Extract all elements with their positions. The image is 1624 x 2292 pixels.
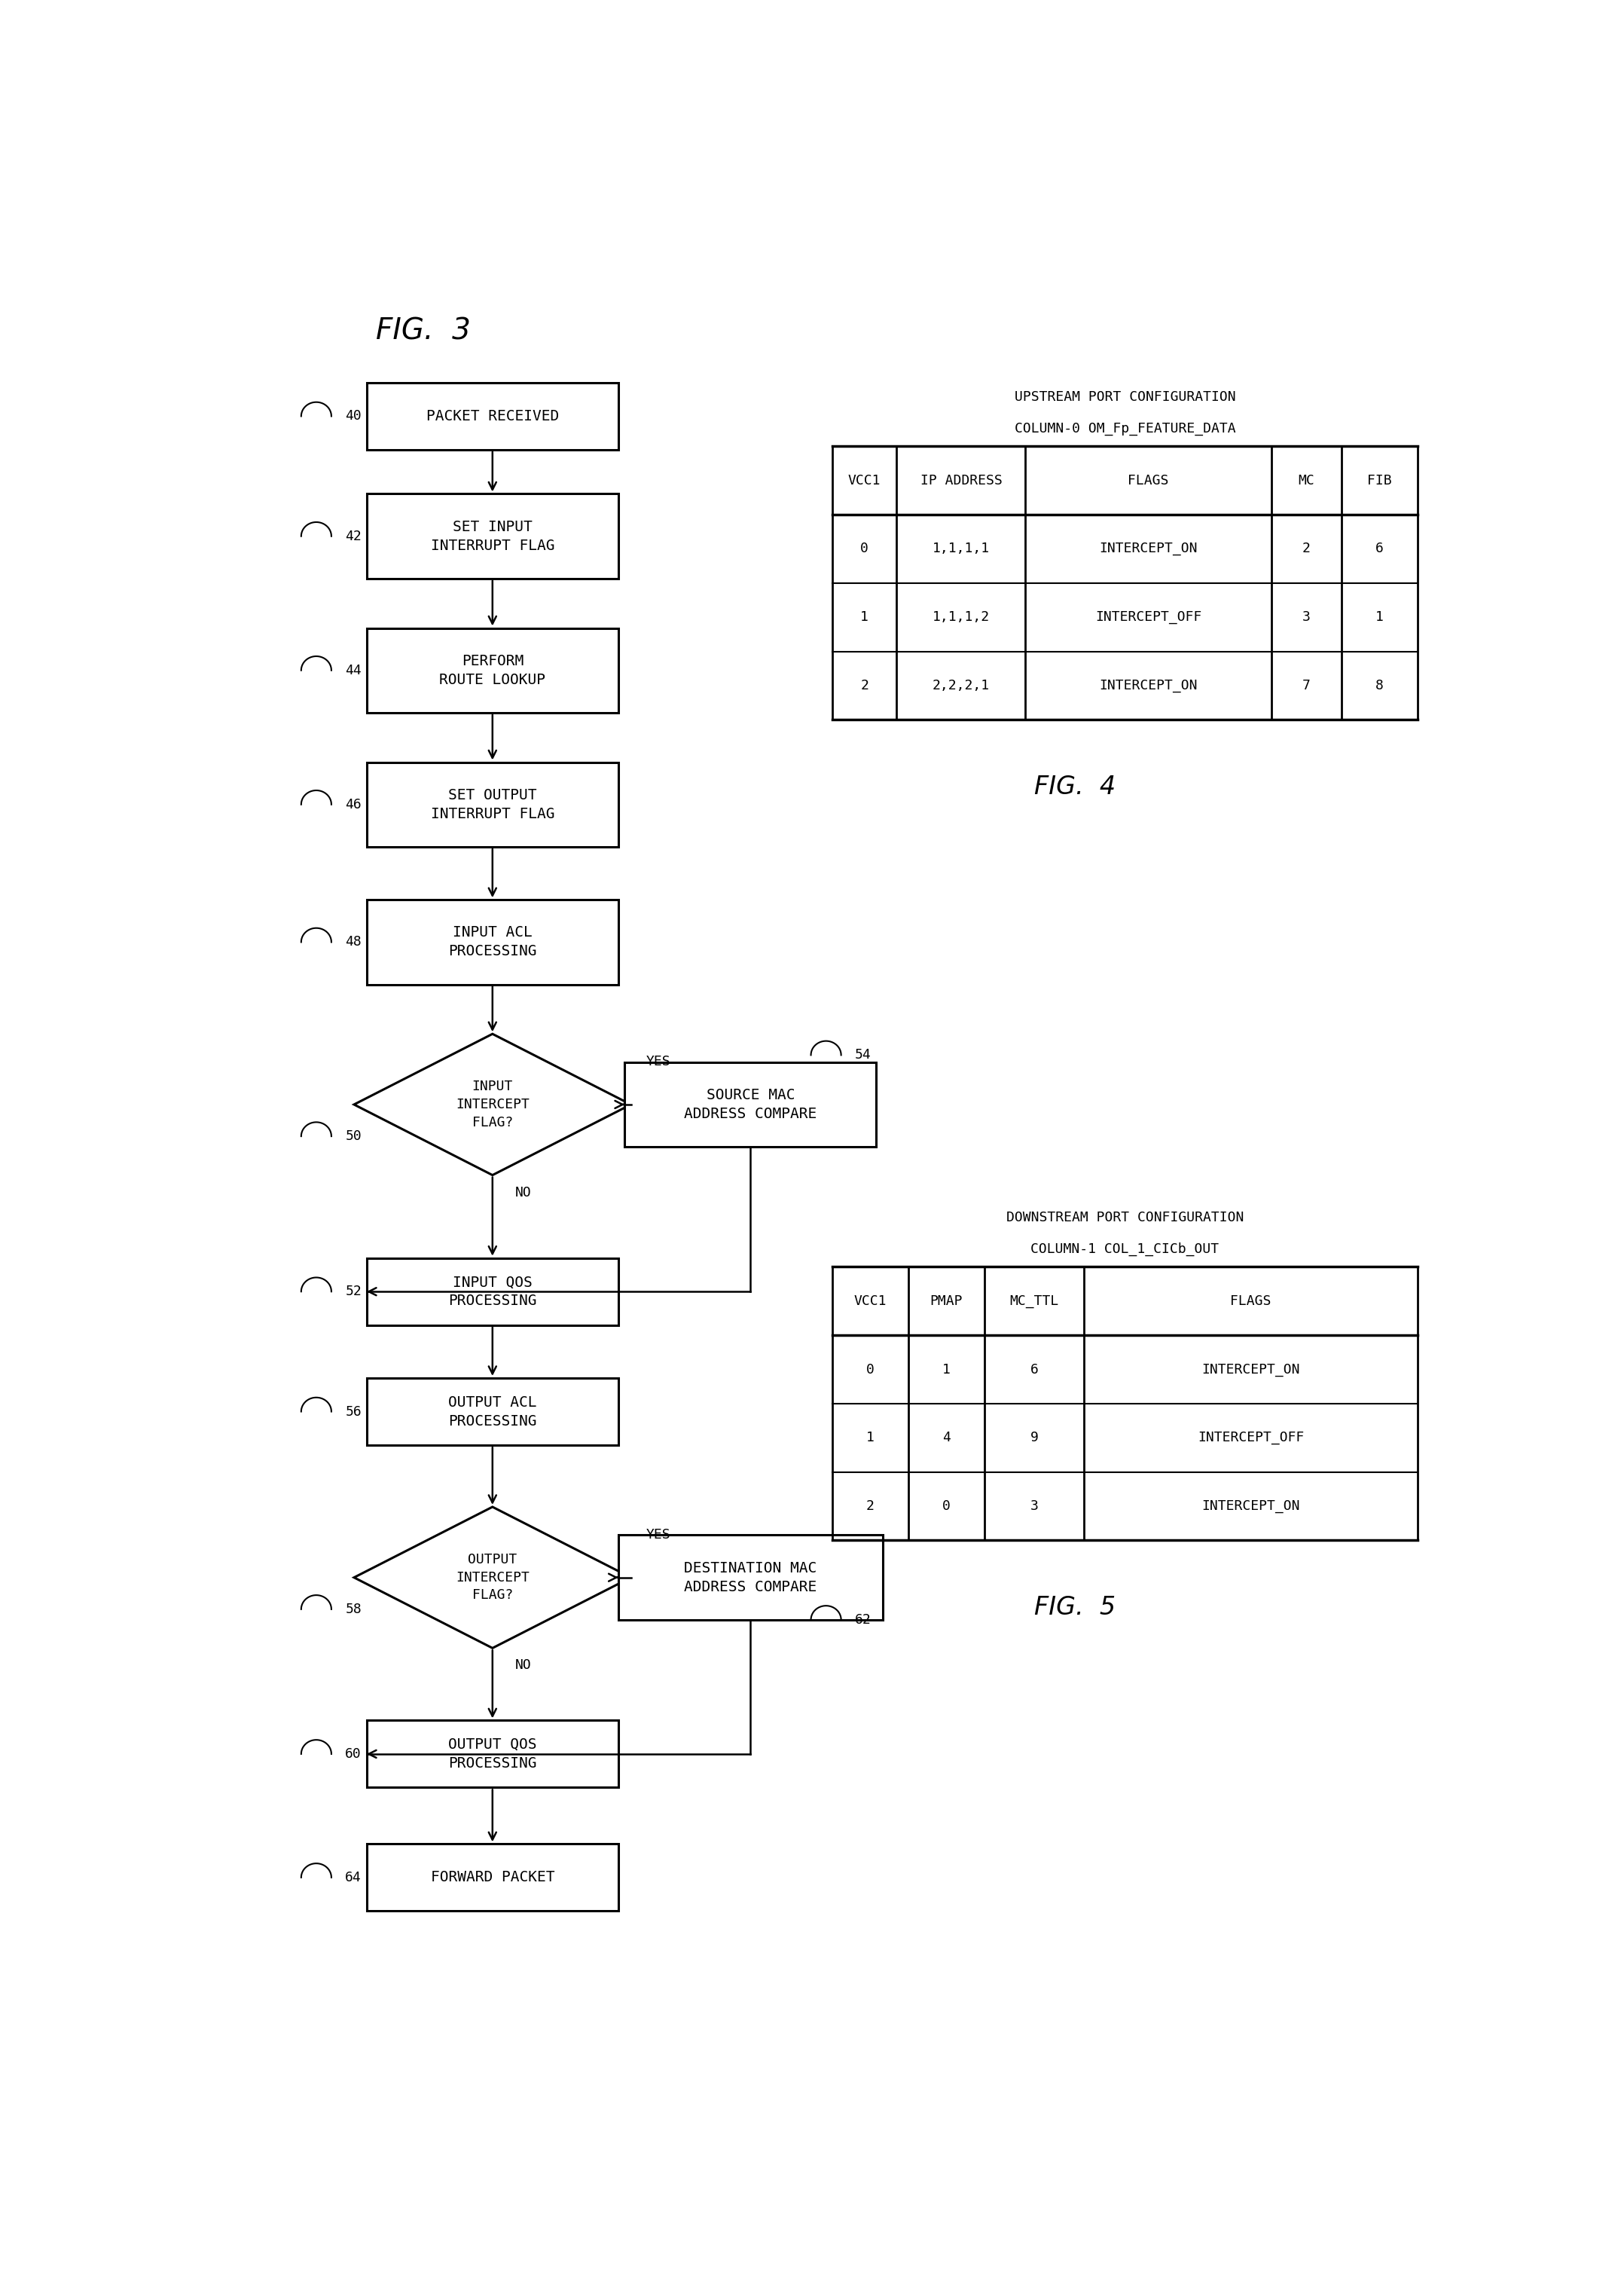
FancyBboxPatch shape bbox=[367, 763, 619, 846]
Text: FIG.  5: FIG. 5 bbox=[1034, 1595, 1116, 1620]
Text: 42: 42 bbox=[346, 529, 362, 543]
Text: INPUT QOS
PROCESSING: INPUT QOS PROCESSING bbox=[448, 1274, 536, 1309]
Text: 1,1,1,1: 1,1,1,1 bbox=[932, 541, 989, 555]
FancyBboxPatch shape bbox=[619, 1536, 883, 1620]
Text: SOURCE MAC
ADDRESS COMPARE: SOURCE MAC ADDRESS COMPARE bbox=[684, 1089, 817, 1121]
Text: INPUT
INTERCEPT
FLAG?: INPUT INTERCEPT FLAG? bbox=[456, 1080, 529, 1130]
Text: FIG.  4: FIG. 4 bbox=[1034, 775, 1116, 800]
Text: 58: 58 bbox=[346, 1602, 362, 1616]
Text: 1: 1 bbox=[861, 610, 869, 623]
Text: 9: 9 bbox=[1030, 1430, 1038, 1444]
Text: 4: 4 bbox=[942, 1430, 950, 1444]
Text: 46: 46 bbox=[346, 798, 362, 811]
Text: 60: 60 bbox=[346, 1747, 362, 1760]
Text: OUTPUT ACL
PROCESSING: OUTPUT ACL PROCESSING bbox=[448, 1396, 536, 1428]
Text: 1: 1 bbox=[942, 1364, 950, 1375]
FancyBboxPatch shape bbox=[367, 1377, 619, 1446]
Text: COLUMN-0 OM_Fp_FEATURE_DATA: COLUMN-0 OM_Fp_FEATURE_DATA bbox=[1015, 422, 1236, 435]
Text: FIG.  3: FIG. 3 bbox=[375, 316, 471, 346]
Text: 2: 2 bbox=[1302, 541, 1311, 555]
Text: INTERCEPT_OFF: INTERCEPT_OFF bbox=[1095, 610, 1202, 623]
FancyBboxPatch shape bbox=[367, 493, 619, 578]
Text: 56: 56 bbox=[346, 1405, 362, 1419]
Text: PMAP: PMAP bbox=[931, 1295, 963, 1309]
Polygon shape bbox=[354, 1506, 632, 1648]
Text: PACKET RECEIVED: PACKET RECEIVED bbox=[425, 408, 559, 424]
Text: 0: 0 bbox=[866, 1364, 874, 1375]
Text: PERFORM
ROUTE LOOKUP: PERFORM ROUTE LOOKUP bbox=[440, 653, 546, 688]
Text: 62: 62 bbox=[854, 1614, 872, 1627]
Text: 2: 2 bbox=[866, 1499, 874, 1513]
Text: FLAGS: FLAGS bbox=[1127, 474, 1169, 488]
Text: FORWARD PACKET: FORWARD PACKET bbox=[430, 1870, 554, 1884]
Text: DESTINATION MAC
ADDRESS COMPARE: DESTINATION MAC ADDRESS COMPARE bbox=[684, 1561, 817, 1593]
Polygon shape bbox=[354, 1034, 632, 1176]
Text: VCC1: VCC1 bbox=[854, 1295, 887, 1309]
Text: SET INPUT
INTERRUPT FLAG: SET INPUT INTERRUPT FLAG bbox=[430, 520, 554, 552]
Text: 1,1,1,2: 1,1,1,2 bbox=[932, 610, 989, 623]
Text: OUTPUT
INTERCEPT
FLAG?: OUTPUT INTERCEPT FLAG? bbox=[456, 1554, 529, 1602]
Text: 1: 1 bbox=[866, 1430, 874, 1444]
Text: 8: 8 bbox=[1376, 678, 1384, 692]
Text: MC_TTL: MC_TTL bbox=[1010, 1295, 1059, 1309]
Text: 1: 1 bbox=[1376, 610, 1384, 623]
Text: VCC1: VCC1 bbox=[848, 474, 880, 488]
Text: YES: YES bbox=[646, 1529, 671, 1543]
Text: 52: 52 bbox=[346, 1286, 362, 1297]
Text: 40: 40 bbox=[346, 410, 362, 424]
Text: FIB: FIB bbox=[1367, 474, 1392, 488]
Text: 3: 3 bbox=[1302, 610, 1311, 623]
Text: IP ADDRESS: IP ADDRESS bbox=[921, 474, 1002, 488]
Text: 54: 54 bbox=[854, 1047, 872, 1061]
Text: NO: NO bbox=[515, 1659, 531, 1673]
FancyBboxPatch shape bbox=[367, 383, 619, 449]
Text: INTERCEPT_ON: INTERCEPT_ON bbox=[1099, 541, 1197, 555]
Text: 44: 44 bbox=[346, 665, 362, 676]
Text: 2,2,2,1: 2,2,2,1 bbox=[932, 678, 989, 692]
FancyBboxPatch shape bbox=[367, 1258, 619, 1325]
Text: COLUMN-1 COL_1_CICb_OUT: COLUMN-1 COL_1_CICb_OUT bbox=[1031, 1242, 1220, 1256]
Text: OUTPUT QOS
PROCESSING: OUTPUT QOS PROCESSING bbox=[448, 1737, 536, 1769]
Text: 6: 6 bbox=[1376, 541, 1384, 555]
Text: INTERCEPT_ON: INTERCEPT_ON bbox=[1202, 1364, 1299, 1375]
Text: INTERCEPT_ON: INTERCEPT_ON bbox=[1202, 1499, 1299, 1513]
Text: 7: 7 bbox=[1302, 678, 1311, 692]
FancyBboxPatch shape bbox=[367, 1721, 619, 1788]
FancyBboxPatch shape bbox=[625, 1061, 877, 1146]
Text: 6: 6 bbox=[1030, 1364, 1038, 1375]
Text: UPSTREAM PORT CONFIGURATION: UPSTREAM PORT CONFIGURATION bbox=[1015, 390, 1236, 403]
FancyBboxPatch shape bbox=[367, 1845, 619, 1912]
Text: INPUT ACL
PROCESSING: INPUT ACL PROCESSING bbox=[448, 926, 536, 958]
Text: 50: 50 bbox=[346, 1130, 362, 1144]
Text: 64: 64 bbox=[346, 1870, 362, 1884]
Text: 2: 2 bbox=[861, 678, 869, 692]
FancyBboxPatch shape bbox=[367, 901, 619, 986]
Text: NO: NO bbox=[515, 1185, 531, 1199]
Text: INTERCEPT_ON: INTERCEPT_ON bbox=[1099, 678, 1197, 692]
Text: 3: 3 bbox=[1030, 1499, 1038, 1513]
Text: 0: 0 bbox=[861, 541, 869, 555]
Text: INTERCEPT_OFF: INTERCEPT_OFF bbox=[1197, 1430, 1304, 1444]
Text: 0: 0 bbox=[942, 1499, 950, 1513]
Text: 48: 48 bbox=[346, 935, 362, 949]
Text: SET OUTPUT
INTERRUPT FLAG: SET OUTPUT INTERRUPT FLAG bbox=[430, 788, 554, 821]
Text: DOWNSTREAM PORT CONFIGURATION: DOWNSTREAM PORT CONFIGURATION bbox=[1007, 1210, 1244, 1224]
FancyBboxPatch shape bbox=[367, 628, 619, 713]
Text: YES: YES bbox=[646, 1054, 671, 1068]
Text: FLAGS: FLAGS bbox=[1231, 1295, 1272, 1309]
Text: MC: MC bbox=[1298, 474, 1314, 488]
